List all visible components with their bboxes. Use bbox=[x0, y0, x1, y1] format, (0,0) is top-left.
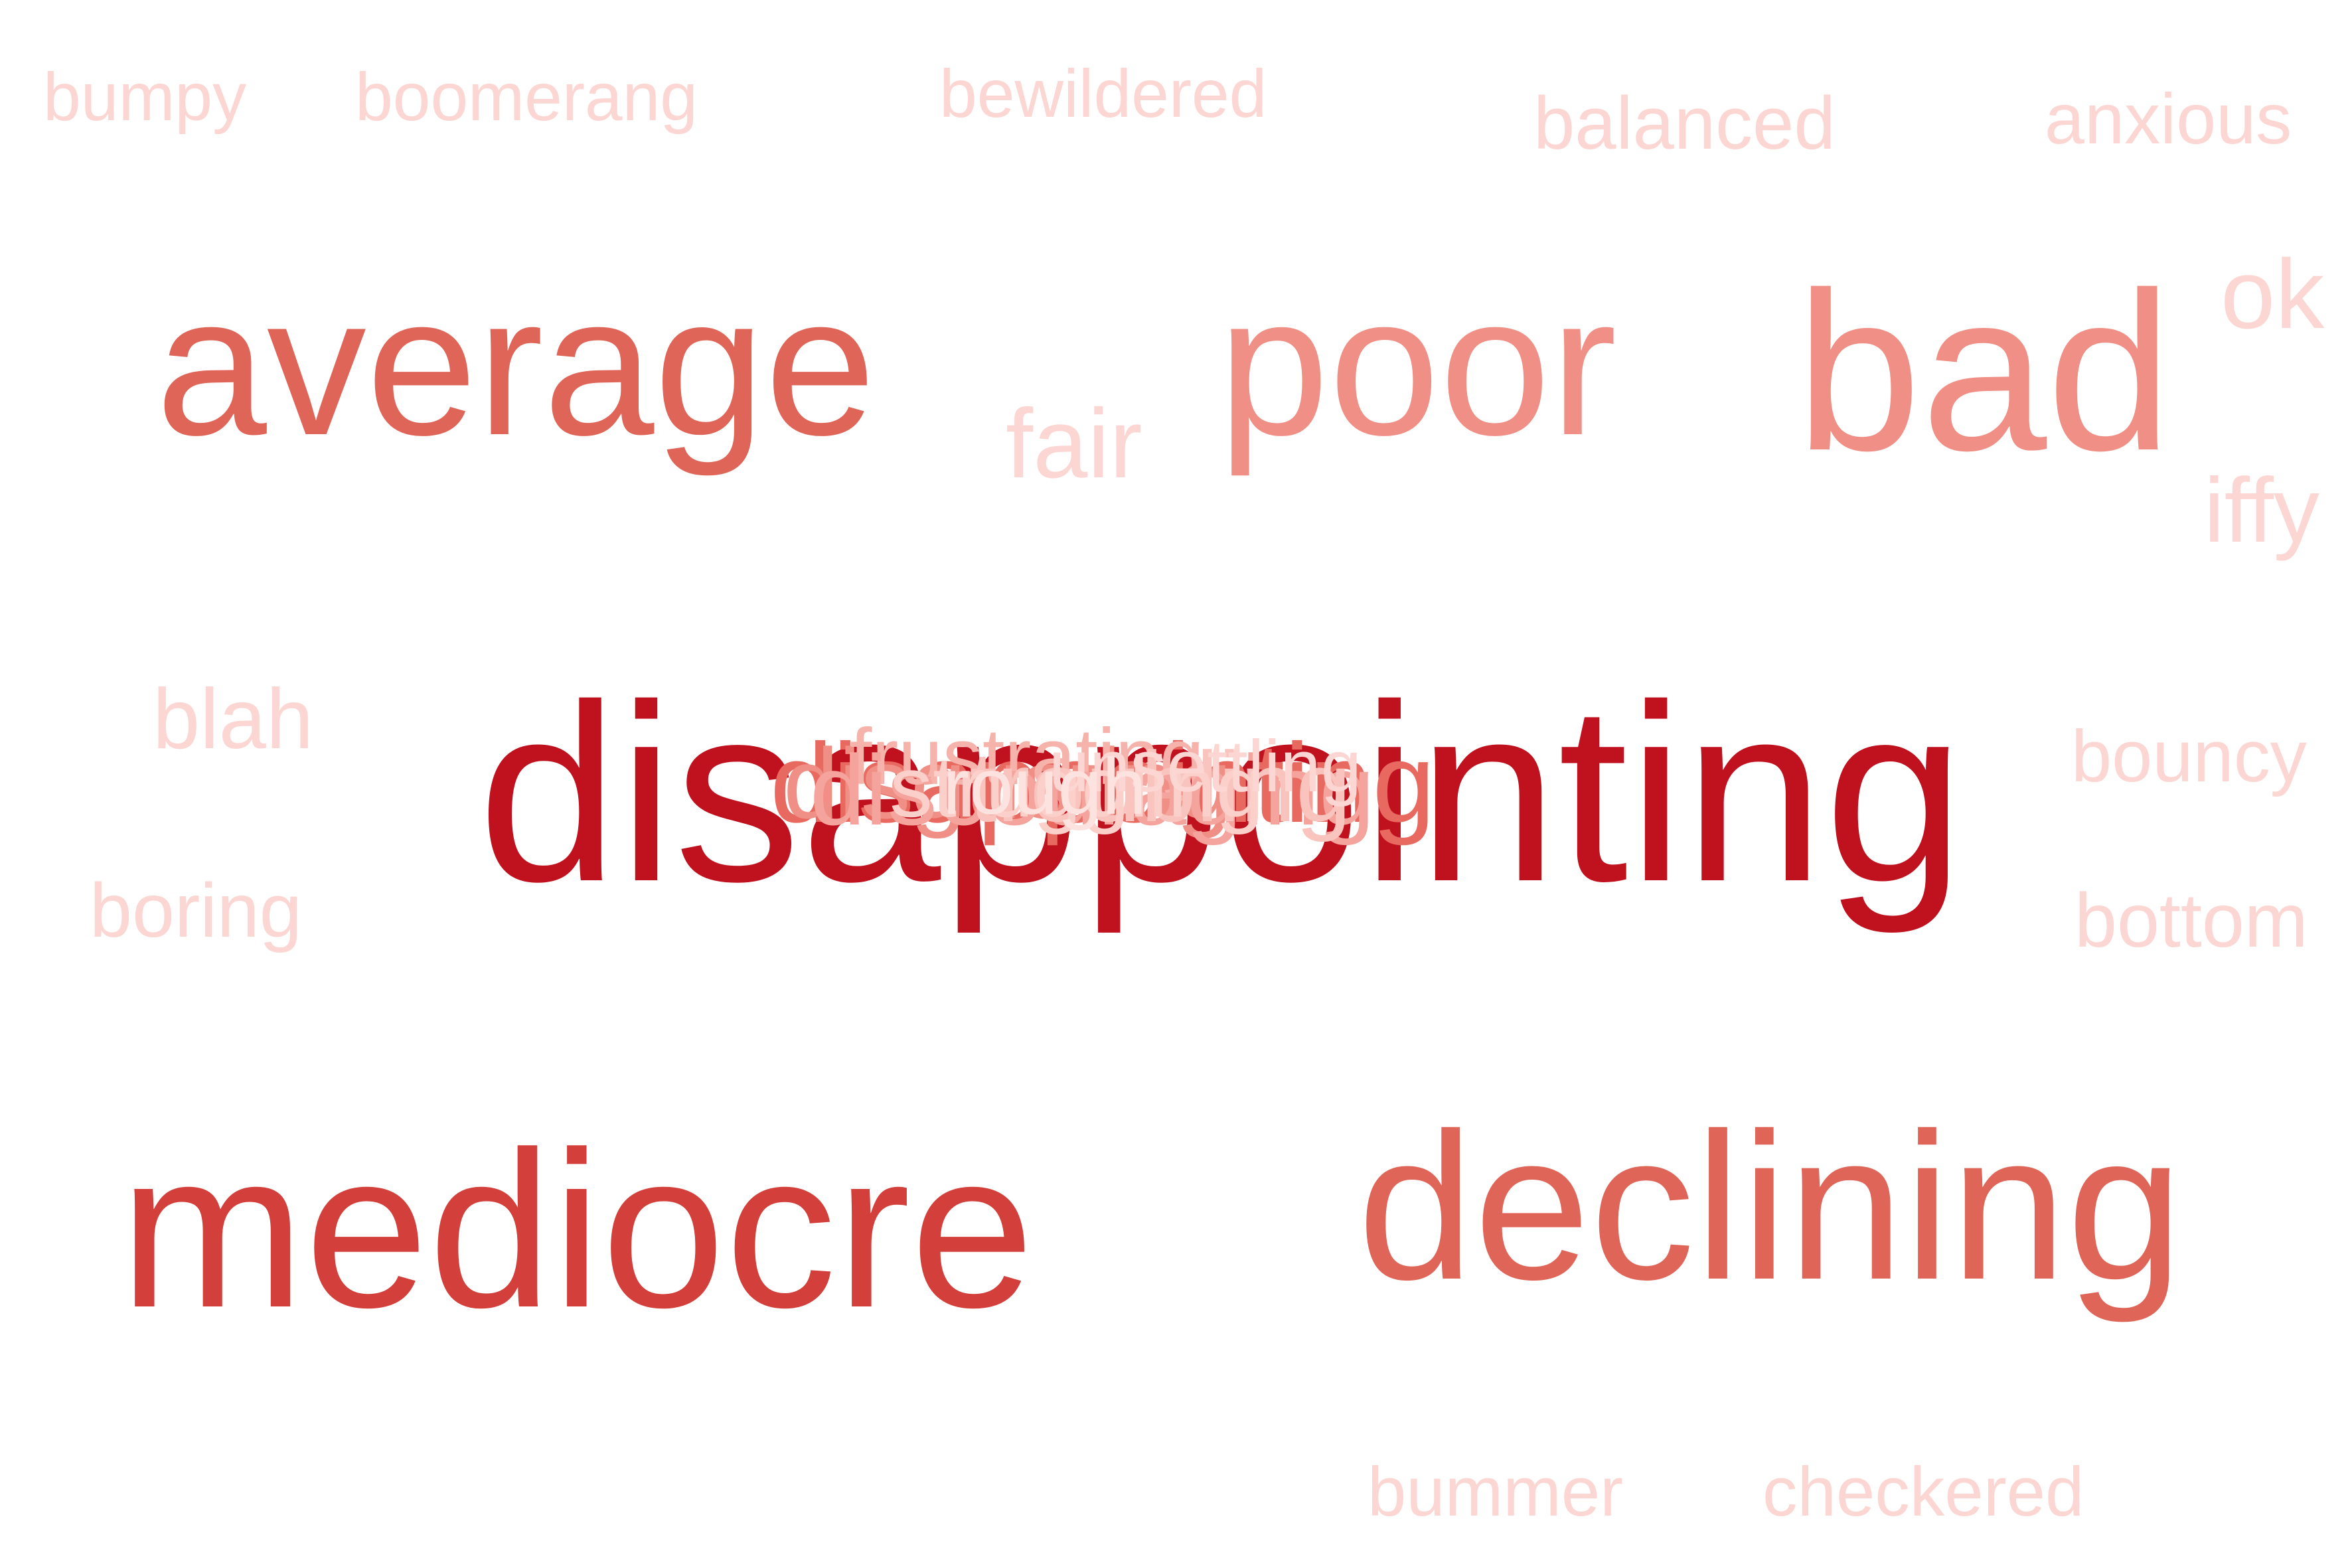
word-poor: poor bbox=[1218, 254, 1617, 477]
word-iffy: iffy bbox=[2204, 459, 2319, 562]
word-bad: bad bbox=[1796, 246, 2173, 498]
overlap-word: unsettling bbox=[1049, 726, 1362, 807]
word-average: average bbox=[156, 254, 876, 477]
word-blah: blah bbox=[153, 672, 313, 767]
word-bottom: bottom bbox=[2075, 878, 2308, 963]
word-anxious: anxious bbox=[2045, 78, 2292, 159]
overlap-word: disappointing bbox=[770, 720, 1435, 846]
word-boomerang: boomerang bbox=[355, 59, 698, 135]
overlap-word: frustrating bbox=[850, 712, 1204, 801]
word-disappointing: disappointing bbox=[478, 652, 1965, 934]
word-balanced: balanced bbox=[1533, 82, 1836, 165]
overlap-word: rough bbox=[943, 742, 1146, 831]
word-bouncy: bouncy bbox=[2071, 716, 2307, 797]
overlap-word: discouraging bbox=[810, 734, 1375, 846]
word-bummer: bummer bbox=[1368, 1453, 1624, 1531]
word-bewildered: bewildered bbox=[939, 56, 1267, 131]
overlapping-word-cluster: disappointing disgusting frustrating dis… bbox=[770, 717, 1580, 880]
word-ok: ok bbox=[2221, 240, 2325, 349]
word-checkered: checkered bbox=[1763, 1453, 2084, 1531]
word-fair: fair bbox=[1006, 389, 1142, 499]
word-boring: boring bbox=[90, 868, 302, 953]
overlap-word: disgusting bbox=[783, 728, 1232, 839]
overlap-word: struggling bbox=[890, 738, 1264, 835]
word-declining: declining bbox=[1358, 1089, 2183, 1323]
word-mediocre: mediocre bbox=[119, 1105, 1034, 1354]
overlap-word: troubling bbox=[969, 731, 1352, 842]
word-bumpy: bumpy bbox=[43, 59, 247, 135]
